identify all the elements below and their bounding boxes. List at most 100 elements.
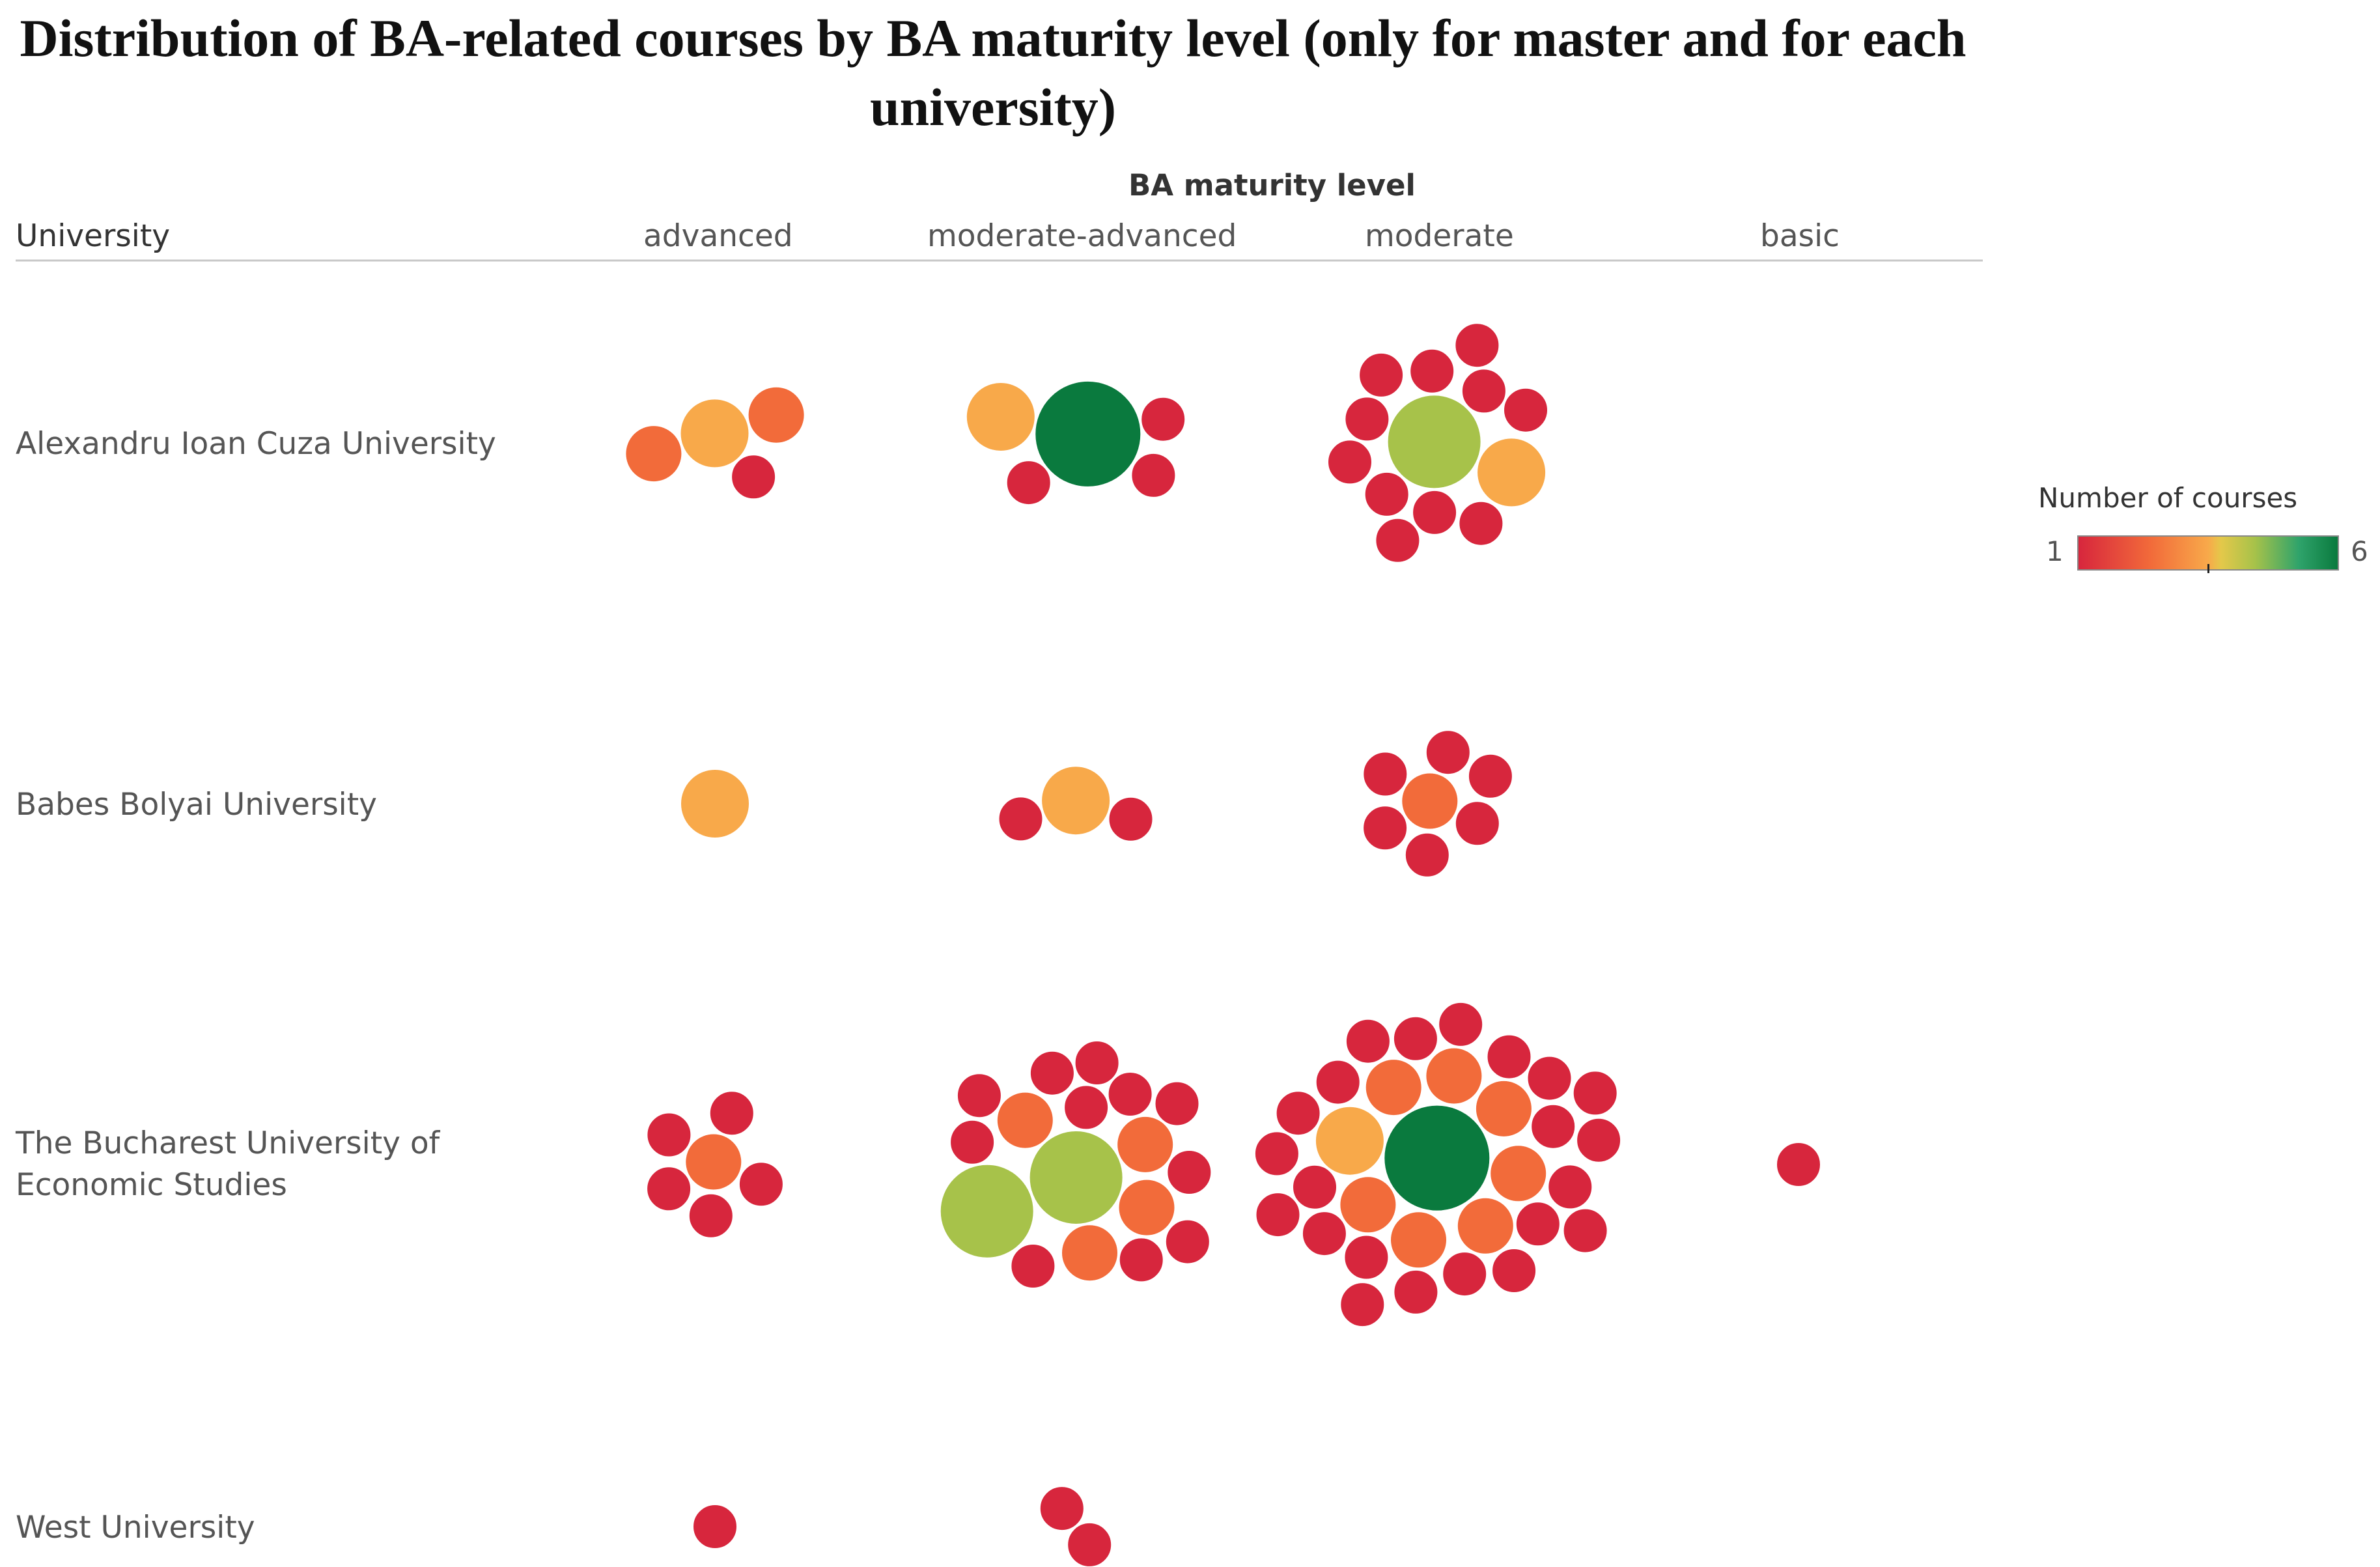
course-bubble-1-0[interactable] (1034, 380, 1142, 488)
course-bubble-5-6[interactable] (1467, 753, 1513, 799)
course-bubble-5-2[interactable] (1362, 805, 1408, 851)
course-bubble-2-11[interactable] (1454, 322, 1500, 369)
course-bubble-8-21[interactable] (1393, 1269, 1439, 1315)
course-bubble-8-23[interactable] (1438, 1001, 1484, 1047)
course-bubble-8-4[interactable] (1339, 1176, 1397, 1234)
course-bubble-0-1[interactable] (624, 425, 683, 483)
course-bubble-10-0[interactable] (692, 1504, 738, 1549)
course-bubble-2-6[interactable] (1409, 348, 1455, 394)
course-bubble-8-27[interactable] (1562, 1207, 1608, 1254)
course-bubble-8-20[interactable] (1491, 1248, 1537, 1293)
course-bubble-1-1[interactable] (965, 382, 1036, 452)
color-legend: Number of courses 1 6 (2038, 482, 2368, 573)
course-bubble-7-12[interactable] (1166, 1150, 1212, 1195)
course-bubble-2-9[interactable] (1503, 387, 1548, 433)
course-bubble-8-30[interactable] (1572, 1070, 1618, 1116)
course-bubble-8-14[interactable] (1392, 1015, 1438, 1062)
course-bubble-8-9[interactable] (1530, 1103, 1576, 1150)
course-bubble-7-6[interactable] (1063, 1084, 1110, 1131)
course-bubble-8-15[interactable] (1315, 1059, 1361, 1105)
course-bubble-2-3[interactable] (1364, 471, 1410, 517)
course-bubble-8-29[interactable] (1339, 1282, 1386, 1328)
course-bubble-1-4[interactable] (1130, 452, 1177, 498)
course-bubble-2-4[interactable] (1461, 368, 1507, 414)
row-label-babes-bolyai: Babes Bolyai University (16, 787, 377, 823)
course-bubble-8-3[interactable] (1474, 1079, 1533, 1138)
course-bubble-7-8[interactable] (1107, 1071, 1153, 1117)
course-bubble-2-0[interactable] (1386, 394, 1482, 490)
course-bubble-6-5[interactable] (688, 1193, 734, 1239)
course-bubble-7-10[interactable] (1118, 1237, 1164, 1283)
course-bubble-3-0[interactable] (680, 769, 750, 839)
course-bubble-2-2[interactable] (1344, 396, 1390, 442)
course-bubble-5-0[interactable] (1401, 772, 1459, 830)
course-bubble-6-4[interactable] (708, 1090, 755, 1136)
chart-title: Distribution of BA-related courses by BA… (20, 8, 1967, 137)
course-bubble-7-2[interactable] (1117, 1178, 1176, 1237)
course-bubble-0-0[interactable] (679, 398, 750, 469)
course-bubble-7-11[interactable] (1029, 1050, 1075, 1096)
course-bubble-7-13[interactable] (1074, 1040, 1120, 1086)
course-bubble-8-19[interactable] (1345, 1018, 1391, 1064)
course-bubble-7-4[interactable] (996, 1091, 1054, 1150)
course-bubble-1-2[interactable] (1140, 396, 1186, 442)
course-bubble-7-14[interactable] (1154, 1080, 1200, 1127)
course-bubble-8-22[interactable] (1526, 1055, 1573, 1101)
course-bubble-2-5[interactable] (1412, 489, 1458, 535)
course-bubble-7-1[interactable] (939, 1163, 1035, 1259)
course-bubble-6-1[interactable] (646, 1112, 692, 1158)
course-bubble-6-3[interactable] (738, 1161, 784, 1207)
course-bubble-0-2[interactable] (747, 386, 805, 444)
course-bubble-11-1[interactable] (1067, 1521, 1113, 1567)
bubble-layer (624, 322, 1821, 1567)
course-bubble-8-24[interactable] (1275, 1090, 1321, 1136)
course-bubble-7-7[interactable] (1010, 1243, 1056, 1289)
course-bubble-8-2[interactable] (1489, 1144, 1548, 1203)
course-bubble-2-7[interactable] (1358, 352, 1405, 398)
course-bubble-8-10[interactable] (1515, 1201, 1561, 1247)
course-bubble-8-1[interactable] (1314, 1105, 1385, 1176)
course-bubble-8-7[interactable] (1425, 1047, 1483, 1105)
course-bubble-2-12[interactable] (1375, 517, 1421, 563)
course-bubble-6-2[interactable] (646, 1166, 692, 1212)
course-bubble-4-1[interactable] (998, 796, 1044, 842)
course-bubble-8-25[interactable] (1253, 1131, 1300, 1177)
column-label-advanced: advanced (643, 218, 793, 254)
course-bubble-0-3[interactable] (731, 454, 777, 500)
course-bubble-5-1[interactable] (1362, 751, 1408, 797)
course-bubble-8-6[interactable] (1456, 1196, 1515, 1255)
course-bubble-8-18[interactable] (1301, 1211, 1347, 1257)
course-bubble-6-0[interactable] (684, 1133, 743, 1191)
course-bubble-7-0[interactable] (1028, 1130, 1124, 1225)
course-bubble-2-1[interactable] (1476, 437, 1547, 508)
column-label-basic: basic (1760, 218, 1840, 254)
course-bubble-8-0[interactable] (1383, 1104, 1491, 1212)
course-bubble-8-12[interactable] (1442, 1251, 1488, 1297)
course-bubble-5-5[interactable] (1404, 832, 1450, 878)
course-bubble-5-4[interactable] (1425, 729, 1471, 776)
column-header-title: BA maturity level (1128, 168, 1416, 203)
course-bubble-8-26[interactable] (1576, 1117, 1622, 1163)
course-bubble-9-0[interactable] (1776, 1142, 1821, 1187)
course-bubble-11-0[interactable] (1039, 1486, 1085, 1532)
course-bubble-8-16[interactable] (1486, 1034, 1532, 1080)
course-bubble-4-0[interactable] (1041, 765, 1112, 836)
legend-tick (2207, 564, 2209, 573)
course-bubble-7-5[interactable] (1061, 1224, 1119, 1282)
course-bubble-8-8[interactable] (1390, 1211, 1448, 1269)
course-bubble-8-28[interactable] (1255, 1192, 1301, 1238)
course-bubble-5-3[interactable] (1454, 800, 1500, 847)
course-bubble-4-2[interactable] (1108, 796, 1154, 842)
course-bubble-7-3[interactable] (1116, 1115, 1175, 1174)
course-bubble-2-8[interactable] (1327, 439, 1373, 485)
course-bubble-2-10[interactable] (1458, 500, 1504, 546)
course-bubble-8-13[interactable] (1343, 1234, 1390, 1280)
course-bubble-1-3[interactable] (1005, 460, 1052, 506)
course-bubble-8-17[interactable] (1547, 1164, 1593, 1210)
course-bubble-7-9[interactable] (949, 1119, 996, 1165)
course-bubble-8-11[interactable] (1292, 1164, 1337, 1210)
course-bubble-7-16[interactable] (956, 1073, 1002, 1119)
course-bubble-8-5[interactable] (1364, 1058, 1423, 1117)
course-bubble-7-15[interactable] (1164, 1219, 1211, 1265)
